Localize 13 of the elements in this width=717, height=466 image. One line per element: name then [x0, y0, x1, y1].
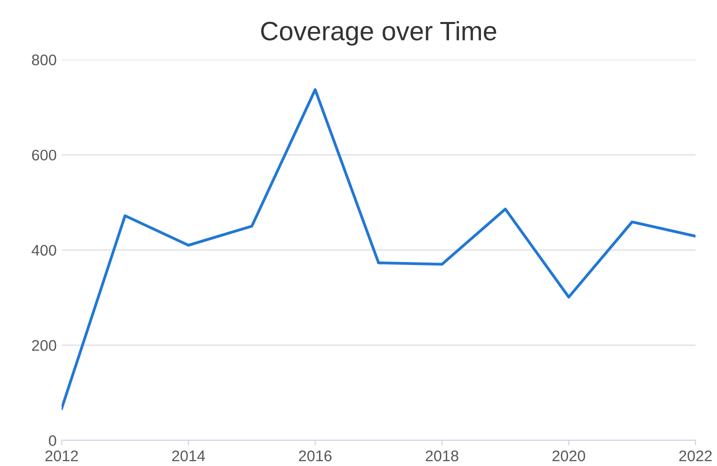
y-tick-label: 400: [32, 244, 56, 256]
y-tick-label: 0: [48, 435, 56, 446]
y-tick-label: 600: [32, 150, 56, 161]
x-tick-label: 2016: [298, 450, 332, 462]
y-tick-label: 800: [32, 54, 56, 66]
x-tick-label: 2020: [552, 450, 586, 462]
line-series: [62, 88, 696, 410]
x-tick-label: 2022: [679, 450, 712, 462]
chart-title: Coverage over Time: [261, 21, 496, 46]
x-tick-label: 2018: [426, 450, 458, 462]
y-tick-label: 200: [32, 340, 56, 351]
x-tick-label: 2012: [45, 450, 78, 462]
x-tick-label: 2014: [172, 450, 205, 462]
